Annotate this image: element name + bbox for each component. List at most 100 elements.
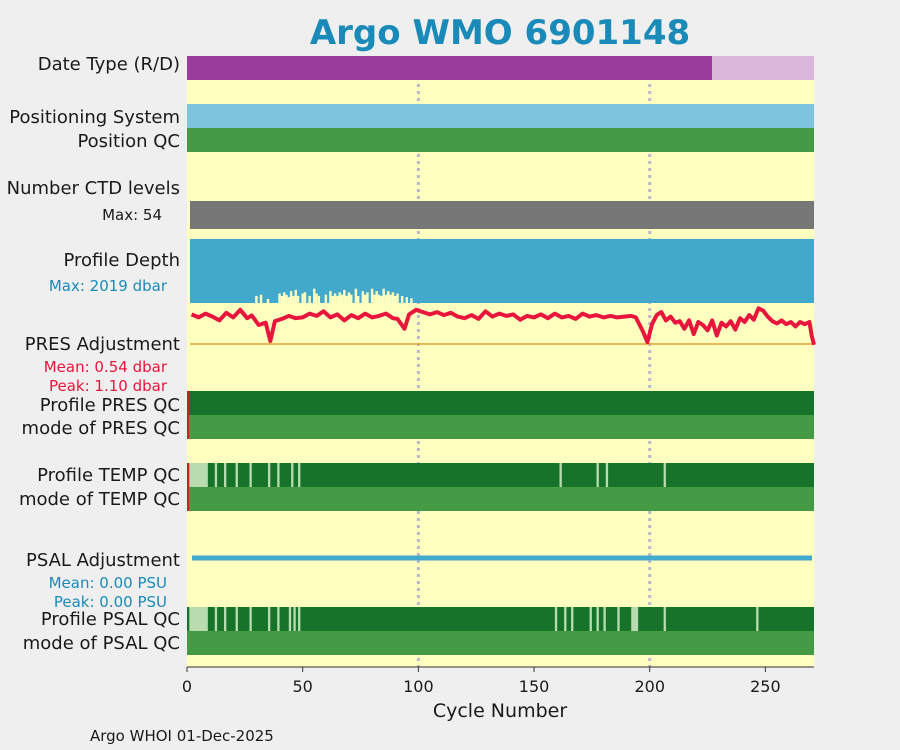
pres-qc-bad-mark: [187, 391, 189, 439]
qc-pale-segment: [603, 607, 606, 631]
profile-depth-gap: [384, 294, 388, 303]
qc-pale-segment: [224, 463, 227, 487]
ctd-level-mark: [352, 197, 356, 201]
profile-depth-gap: [391, 292, 395, 303]
profile-depth-gap: [410, 298, 413, 303]
label-psal-peak: Peak: 0.00 PSU: [54, 593, 167, 611]
qc-pale-segment: [214, 607, 218, 631]
label-mode-psal-qc: mode of PSAL QC: [23, 633, 180, 654]
mode-temp-qc-bar: [187, 487, 814, 511]
label-ctd-max: Max: 54: [102, 206, 162, 224]
mode-psal-qc-bar: [187, 631, 814, 655]
ctd-level-mark: [296, 197, 300, 201]
profile-depth-gap: [292, 295, 295, 303]
label-mode-temp-qc: mode of TEMP QC: [19, 489, 180, 510]
qc-pale-segment: [235, 607, 238, 631]
x-tick-label-250: 250: [750, 677, 781, 696]
profile-depth-gap: [387, 291, 390, 303]
ctd-level-mark: [389, 197, 393, 201]
profile-temp-qc-bar: [187, 463, 814, 487]
profile-depth-gap: [375, 291, 378, 303]
profile-depth-gap: [266, 298, 270, 303]
profile-depth-gap: [313, 288, 316, 303]
profile-depth-gap: [336, 295, 339, 303]
profile-depth-gap: [380, 295, 383, 303]
qc-pale-segment: [267, 607, 271, 631]
profile-pres-qc-bar: [187, 391, 814, 415]
x-tick-label-100: 100: [403, 677, 434, 696]
x-tick-label-200: 200: [634, 677, 665, 696]
ctd-level-mark: [402, 197, 406, 201]
profile-depth-gap: [382, 288, 385, 303]
profile-depth-gap: [343, 289, 346, 303]
label-pres-mean: Mean: 0.54 dbar: [44, 358, 168, 376]
qc-pale-segment: [756, 607, 759, 631]
ctd-levels-bar: [190, 201, 814, 229]
profile-depth-gap: [303, 292, 307, 303]
label-psal-mean: Mean: 0.00 PSU: [49, 574, 167, 592]
realtime-bar: [187, 56, 713, 80]
qc-pale-segment: [298, 607, 301, 631]
ctd-level-mark: [319, 197, 323, 201]
qc-pale-segment: [571, 607, 574, 631]
profile-depth-gap: [357, 295, 360, 303]
ctd-level-mark: [342, 197, 346, 201]
profile-depth-gap: [370, 288, 374, 303]
label-profile-pres-qc: Profile PRES QC: [40, 395, 180, 416]
date-type-row: [187, 56, 814, 80]
label-profile-temp-qc: Profile TEMP QC: [37, 465, 180, 486]
qc-pale-segment: [249, 463, 252, 487]
profile-depth-gap: [282, 292, 286, 303]
profile-psal-qc-bar: [187, 607, 814, 631]
label-profile-depth: Profile Depth: [63, 250, 180, 271]
x-tick-label-0: 0: [182, 677, 192, 696]
label-position-qc: Position QC: [77, 131, 180, 152]
psal-qc-pale-segments: [189, 607, 759, 631]
profile-depth-gap: [354, 288, 358, 303]
ctd-level-mark: [305, 197, 309, 201]
profile-depth-gap: [377, 294, 381, 303]
qc-pale-segment: [249, 607, 252, 631]
profile-depth-gap: [331, 295, 334, 303]
profile-depth-gap: [324, 294, 328, 303]
profile-depth-gap: [405, 297, 408, 303]
profile-depth-gap: [394, 295, 397, 303]
qc-pale-segment: [288, 607, 292, 631]
temp-qc-bad-mark: [187, 463, 189, 511]
x-tick-label-50: 50: [293, 677, 313, 696]
profile-depth-gap: [315, 293, 318, 303]
ctd-level-mark: [375, 197, 379, 201]
qc-pale-segment: [298, 463, 301, 487]
qc-pale-segment: [291, 463, 294, 487]
qc-pale-segment: [267, 463, 271, 487]
pres-adjustment-line: [190, 306, 816, 346]
qc-pale-segment: [617, 607, 620, 631]
qc-pale-segment: [235, 463, 238, 487]
label-mode-pres-qc: mode of PRES QC: [22, 418, 180, 439]
profile-depth-gap: [373, 294, 376, 303]
temp-qc-pale-segments: [189, 463, 666, 487]
profile-depth-gap: [363, 294, 367, 303]
profile-depth-gap: [301, 293, 304, 303]
x-axis: 0 50 100 150 200 250: [182, 666, 814, 696]
label-pres-peak: Peak: 1.10 dbar: [49, 377, 168, 395]
label-number-ctd-levels: Number CTD levels: [7, 178, 180, 199]
qc-pale-segment: [224, 607, 227, 631]
label-depth-max: Max: 2019 dbar: [49, 277, 168, 295]
position-qc-bar: [187, 128, 814, 152]
profile-depth-gap: [289, 291, 293, 303]
ctd-level-mark: [382, 197, 386, 201]
delayed-bar: [712, 56, 814, 80]
qc-pale-segment: [559, 463, 562, 487]
qc-pale-segment: [596, 463, 599, 487]
label-date-type: Date Type (R/D): [38, 54, 180, 75]
profile-depth-gap: [347, 292, 351, 303]
ctd-level-mark: [335, 197, 339, 201]
qc-pale-segment: [189, 463, 208, 487]
label-profile-psal-qc: Profile PSAL QC: [41, 609, 180, 630]
chart-panel: [187, 56, 814, 667]
profile-depth-gap: [345, 295, 348, 303]
profile-depth-gap: [396, 293, 399, 303]
profile-depth-gap: [317, 295, 321, 303]
ctd-level-mark: [289, 197, 293, 201]
